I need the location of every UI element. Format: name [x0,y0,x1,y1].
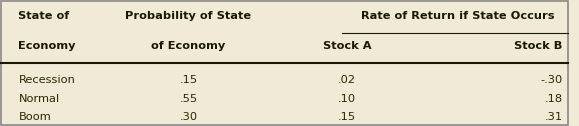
Text: State of: State of [19,11,69,21]
Text: .30: .30 [179,112,197,122]
Text: .02: .02 [338,75,356,85]
Text: Boom: Boom [19,112,51,122]
Text: Rate of Return if State Occurs: Rate of Return if State Occurs [361,11,555,21]
Text: -.30: -.30 [540,75,563,85]
Text: Recession: Recession [19,75,75,85]
Text: .55: .55 [179,94,197,104]
FancyBboxPatch shape [1,1,569,125]
Text: .15: .15 [179,75,197,85]
Text: Stock A: Stock A [323,41,372,51]
Text: Economy: Economy [19,41,76,51]
Text: of Economy: of Economy [151,41,226,51]
Text: Stock B: Stock B [514,41,563,51]
Text: .18: .18 [545,94,563,104]
Text: .15: .15 [338,112,356,122]
Text: .10: .10 [338,94,356,104]
Text: Normal: Normal [19,94,60,104]
Text: Probability of State: Probability of State [126,11,251,21]
Text: .31: .31 [545,112,563,122]
